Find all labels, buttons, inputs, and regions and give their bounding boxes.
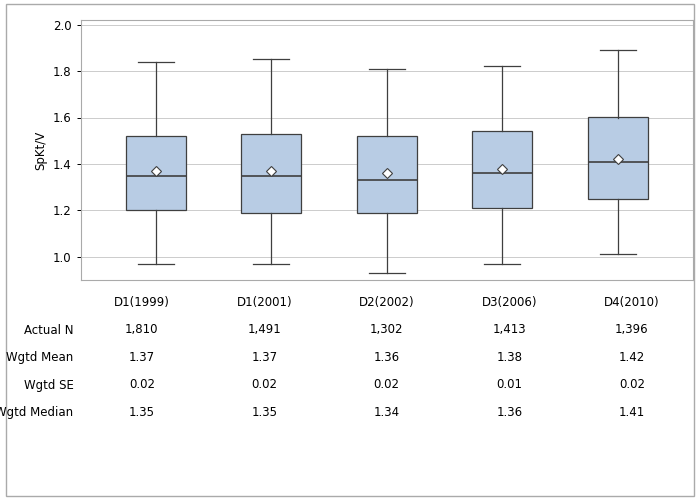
Text: 1.37: 1.37 xyxy=(129,351,155,364)
Bar xyxy=(588,118,648,198)
Text: 0.02: 0.02 xyxy=(374,378,400,392)
Text: D1(1999): D1(1999) xyxy=(114,296,169,309)
Text: 0.02: 0.02 xyxy=(129,378,155,392)
Text: 1.41: 1.41 xyxy=(619,406,645,419)
Bar xyxy=(473,132,533,208)
Bar xyxy=(357,136,416,212)
Text: 1.38: 1.38 xyxy=(496,351,522,364)
Text: D3(2006): D3(2006) xyxy=(482,296,537,309)
Text: 0.01: 0.01 xyxy=(496,378,522,392)
Y-axis label: SpKt/V: SpKt/V xyxy=(34,130,47,170)
Text: 1.36: 1.36 xyxy=(496,406,522,419)
Bar xyxy=(125,136,186,210)
Text: D1(2001): D1(2001) xyxy=(237,296,292,309)
Bar xyxy=(241,134,301,212)
Text: Wgtd Median: Wgtd Median xyxy=(0,406,74,419)
Text: D2(2002): D2(2002) xyxy=(359,296,414,309)
Text: 1,413: 1,413 xyxy=(492,324,526,336)
Text: 1.35: 1.35 xyxy=(129,406,155,419)
Text: 0.02: 0.02 xyxy=(251,378,277,392)
Text: 1.37: 1.37 xyxy=(251,351,277,364)
Text: Wgtd Mean: Wgtd Mean xyxy=(6,351,74,364)
Text: 1.42: 1.42 xyxy=(619,351,645,364)
Text: 1.34: 1.34 xyxy=(374,406,400,419)
Text: 1,491: 1,491 xyxy=(247,324,281,336)
Text: D4(2010): D4(2010) xyxy=(604,296,659,309)
Text: Actual N: Actual N xyxy=(24,324,74,336)
Text: Wgtd SE: Wgtd SE xyxy=(24,378,74,392)
Text: 1.35: 1.35 xyxy=(251,406,277,419)
Text: 0.02: 0.02 xyxy=(619,378,645,392)
Text: 1,396: 1,396 xyxy=(615,324,649,336)
Text: 1,302: 1,302 xyxy=(370,324,403,336)
Text: 1.36: 1.36 xyxy=(374,351,400,364)
Text: 1,810: 1,810 xyxy=(125,324,158,336)
